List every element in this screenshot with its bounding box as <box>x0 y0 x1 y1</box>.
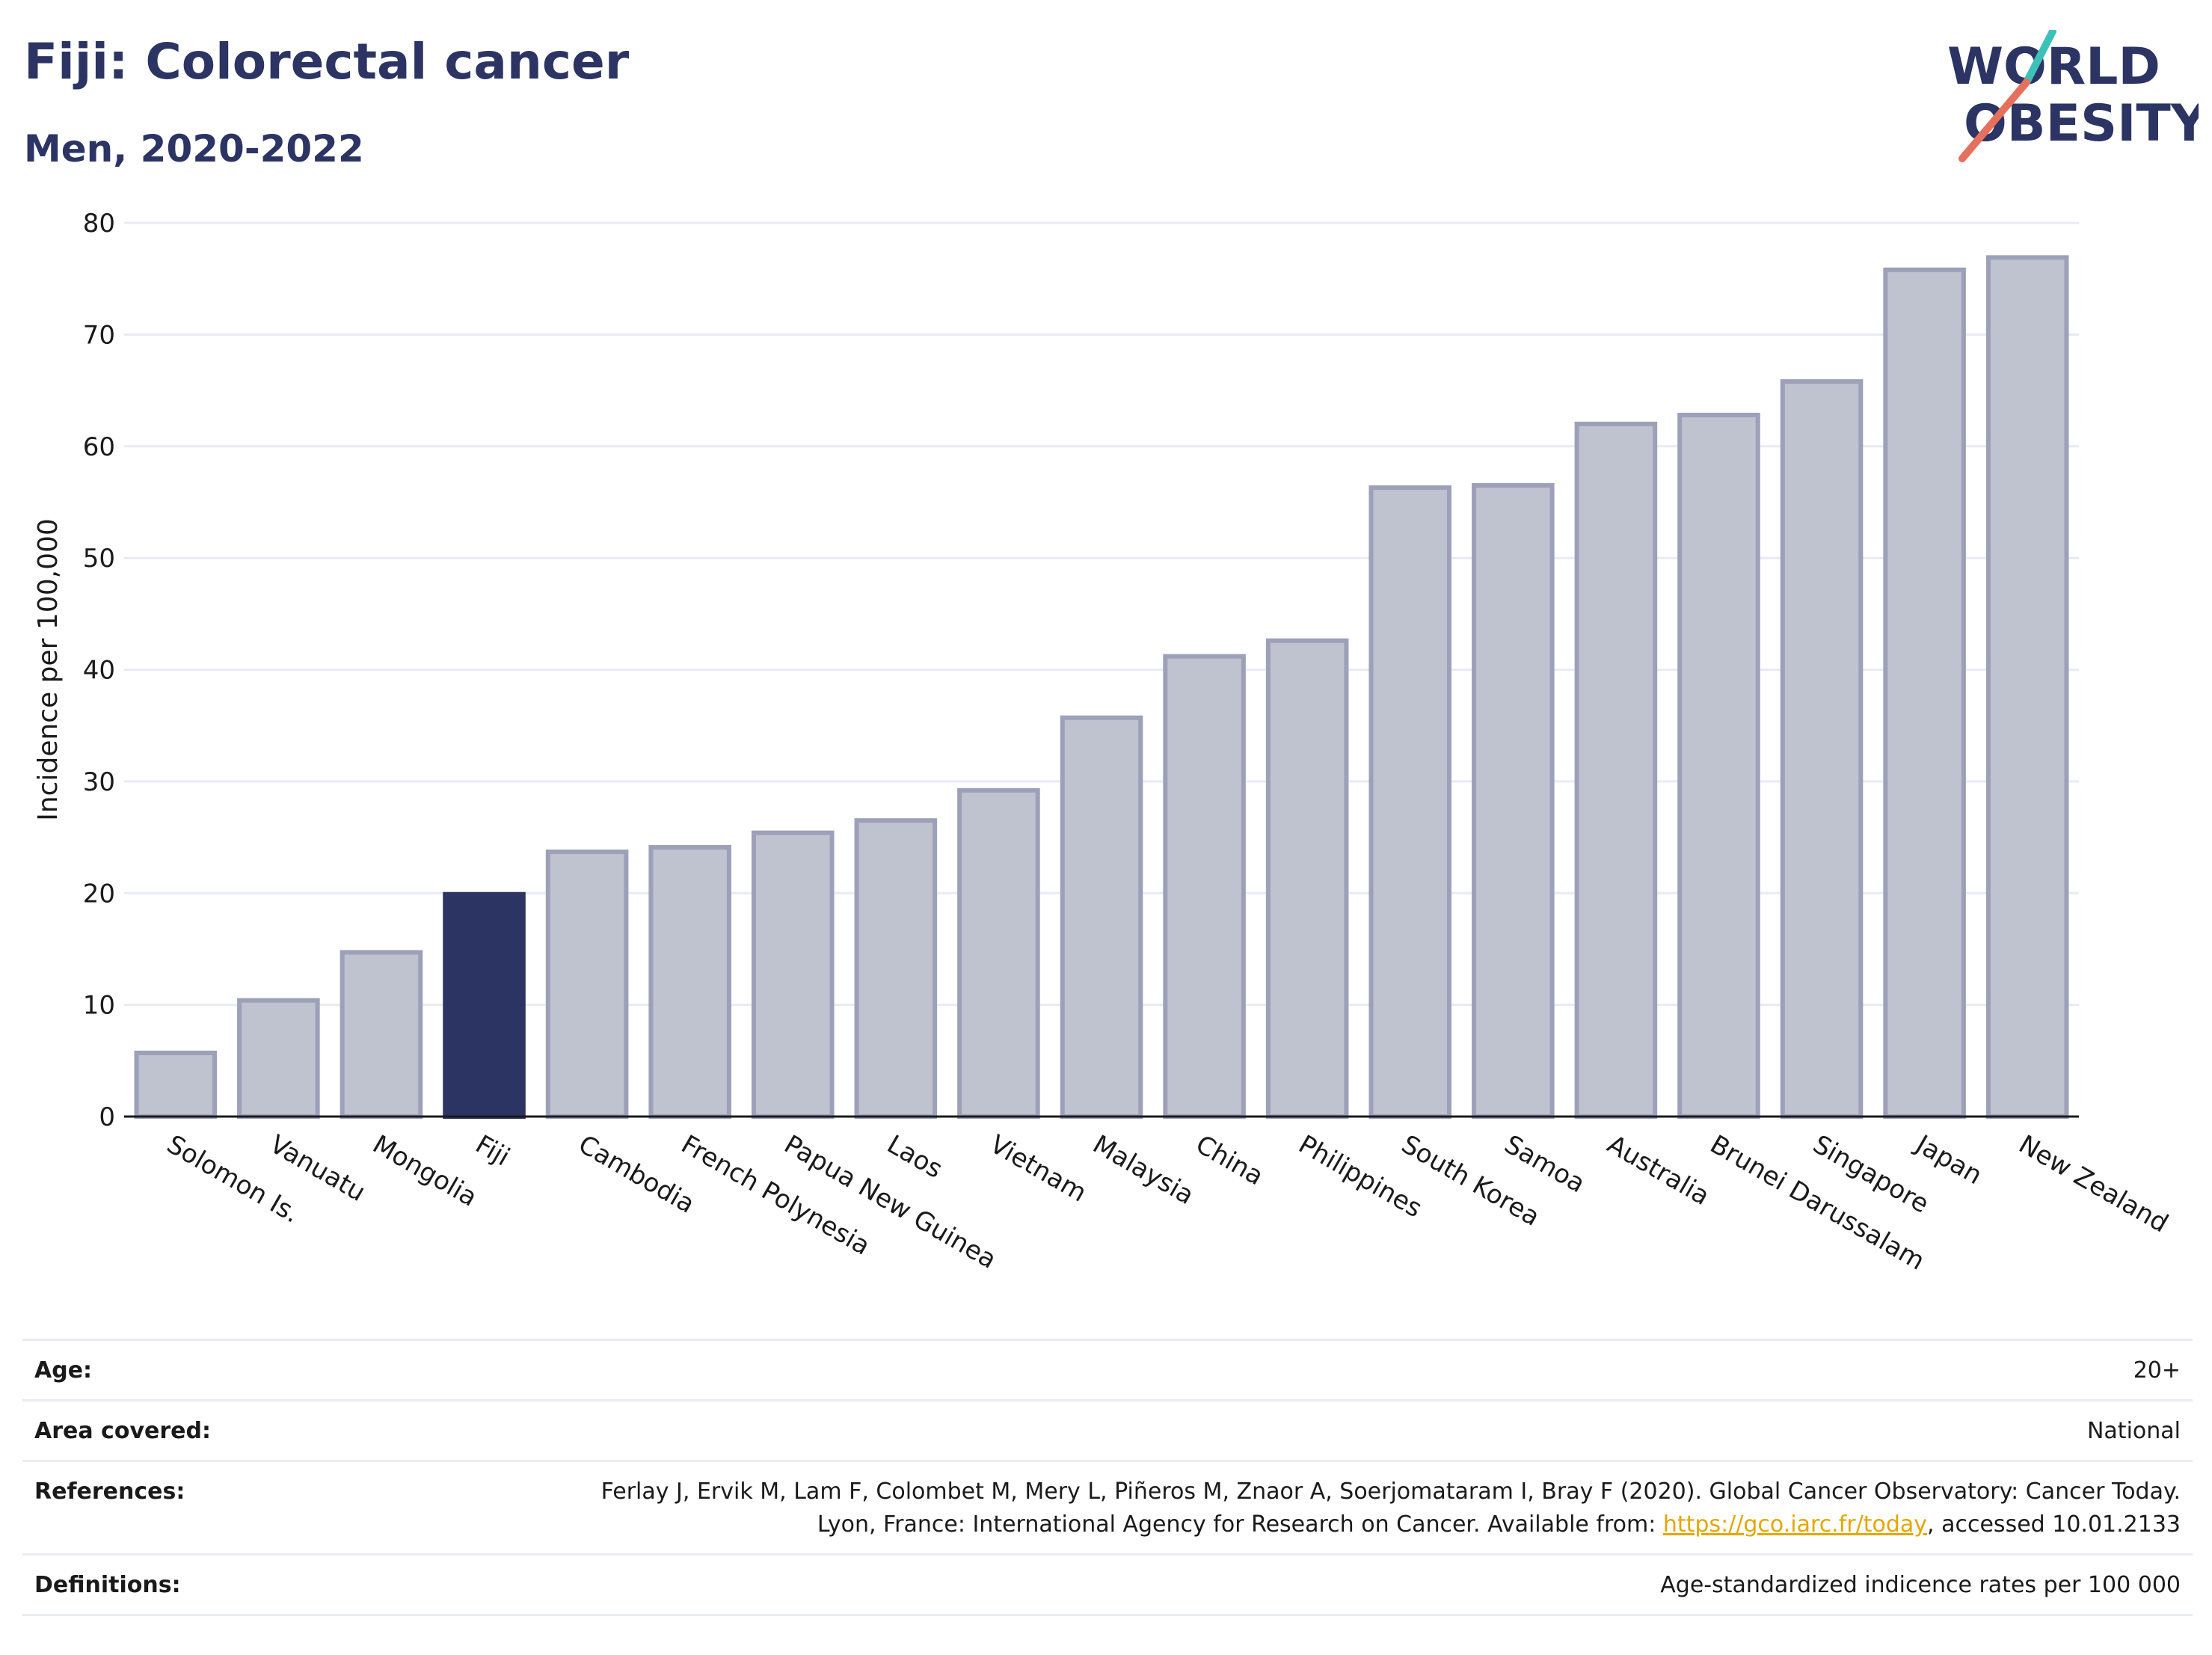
references-link[interactable]: https://gco.iarc.fr/today <box>1662 1511 1928 1538</box>
y-tick-label: 50 <box>83 544 115 574</box>
y-tick-label: 60 <box>83 432 115 462</box>
meta-row-references: References: Ferlay J, Ervik M, Lam F, Co… <box>22 1460 2193 1553</box>
bar-mongolia <box>340 950 423 1119</box>
meta-row-area: Area covered: National <box>22 1399 2193 1460</box>
area-value: National <box>2086 1418 2181 1444</box>
x-tick-label: Japan <box>1909 1129 1987 1191</box>
x-tick-label: French Polynesia <box>676 1129 875 1262</box>
chart-title: Fiji: Colorectal cancer <box>24 33 630 90</box>
logo-slash-red <box>1958 79 2030 162</box>
x-tick-label: China <box>1191 1129 1268 1191</box>
logo-slash-teal <box>2023 30 2056 86</box>
metadata-table: Age: 20+ Area covered: National Referenc… <box>22 1339 2193 1616</box>
y-tick-labels: 0 10 20 30 40 50 60 70 80 <box>83 209 115 1132</box>
y-tick-label: 30 <box>83 767 115 797</box>
area-label: Area covered: <box>34 1418 211 1444</box>
y-tick-label: 0 <box>99 1102 115 1132</box>
definitions-label: Definitions: <box>34 1572 181 1598</box>
bar-vietnam <box>957 787 1040 1119</box>
logo-line-world: WORLD <box>1947 37 2160 96</box>
world-obesity-logo: WORLD OBESITY <box>1947 30 2199 162</box>
bar-japan <box>1883 267 1966 1119</box>
bar-laos <box>854 818 938 1119</box>
chart-subtitle: Men, 2020-2022 <box>24 127 364 171</box>
references-text: Ferlay J, Ervik M, Lam F, Colombet M, Me… <box>600 1479 2181 1538</box>
bar-solomon-is <box>134 1050 218 1119</box>
x-tick-label: Cambodia <box>574 1129 700 1220</box>
bar-south-korea <box>1368 485 1452 1119</box>
meta-row-age: Age: 20+ <box>22 1339 2193 1399</box>
meta-row-definitions: Definitions: Age-standardized indicence … <box>22 1553 2193 1616</box>
y-tick-label: 40 <box>83 656 115 686</box>
logo-line-obesity: OBESITY <box>1964 94 2199 153</box>
bar-vanuatu <box>237 998 320 1120</box>
bar-samoa <box>1472 483 1555 1119</box>
bar-brunei-darussalam <box>1677 412 1760 1119</box>
x-tick-label: Australia <box>1602 1129 1714 1212</box>
x-tick-label: New Zealand <box>2014 1129 2174 1238</box>
y-axis-title: Incidence per 100,000 <box>33 518 64 821</box>
y-tick-label: 80 <box>83 209 115 239</box>
y-tick-label: 70 <box>83 320 115 350</box>
age-value: 20+ <box>2133 1357 2181 1384</box>
references-value: Ferlay J, Ervik M, Lam F, Colombet M, Me… <box>573 1476 2181 1541</box>
x-tick-label: Vietnam <box>985 1129 1092 1209</box>
bar-papua-new-guinea <box>751 830 835 1120</box>
bar-french-polynesia <box>648 845 731 1119</box>
bar-cambodia <box>545 849 629 1119</box>
y-tick-label: 10 <box>83 991 115 1021</box>
bar-singapore <box>1780 379 1864 1119</box>
references-accessed: , accessed 10.01.2133 <box>1927 1511 2181 1538</box>
x-tick-label: Malaysia <box>1088 1129 1199 1211</box>
references-label: References: <box>34 1479 185 1505</box>
x-tick-label: Mongolia <box>367 1129 482 1213</box>
x-tick-label: Laos <box>882 1129 947 1185</box>
bar-australia <box>1574 421 1658 1119</box>
bar-fiji <box>443 891 526 1120</box>
definitions-value: Age-standardized indicence rates per 100… <box>1660 1572 2181 1598</box>
bar-new-zealand <box>1985 255 2069 1119</box>
y-tick-label: 20 <box>83 879 115 909</box>
bar-philippines <box>1265 638 1349 1119</box>
bars <box>134 255 2069 1120</box>
x-tick-label: Fiji <box>470 1129 514 1172</box>
bar-malaysia <box>1060 715 1143 1119</box>
age-label: Age: <box>34 1357 93 1384</box>
bar-china <box>1163 654 1246 1119</box>
